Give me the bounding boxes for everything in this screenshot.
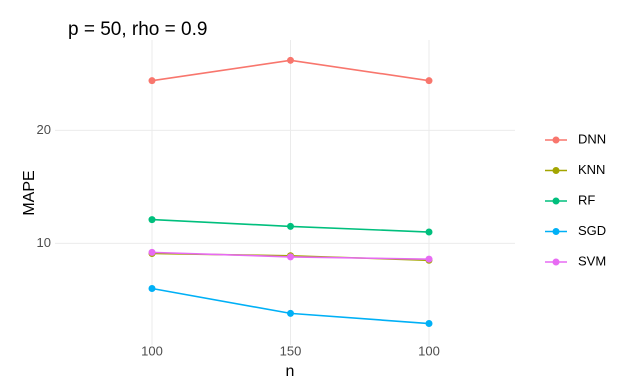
point xyxy=(287,222,294,230)
y-tick-label: 20 xyxy=(37,122,51,137)
point xyxy=(148,216,156,224)
point xyxy=(425,228,433,236)
legend-label: DNN xyxy=(578,131,606,146)
point xyxy=(287,309,294,317)
x-tick-label: 100 xyxy=(418,343,440,358)
y-tick-label: 10 xyxy=(37,235,51,250)
point xyxy=(148,77,156,85)
point xyxy=(148,285,156,293)
legend-marker xyxy=(552,258,560,266)
x-tick-label: 150 xyxy=(280,343,302,358)
chart-title: p = 50, rho = 0.9 xyxy=(68,19,207,40)
legend-label: SVM xyxy=(578,253,606,268)
point xyxy=(287,253,294,261)
x-tick-label: 100 xyxy=(141,343,163,358)
y-axis-label: MAPE xyxy=(21,170,38,215)
x-axis-label: n xyxy=(286,363,295,380)
legend-marker xyxy=(552,228,560,235)
point xyxy=(287,56,294,64)
point xyxy=(148,248,156,256)
legend-label: RF xyxy=(578,192,595,207)
point xyxy=(425,320,433,328)
legend-label: KNN xyxy=(578,162,605,177)
legend-marker xyxy=(552,136,560,144)
legend-marker xyxy=(552,197,560,205)
point xyxy=(425,77,433,85)
legend-marker xyxy=(552,167,560,174)
legend-label: SGD xyxy=(578,223,606,238)
point xyxy=(425,255,433,263)
